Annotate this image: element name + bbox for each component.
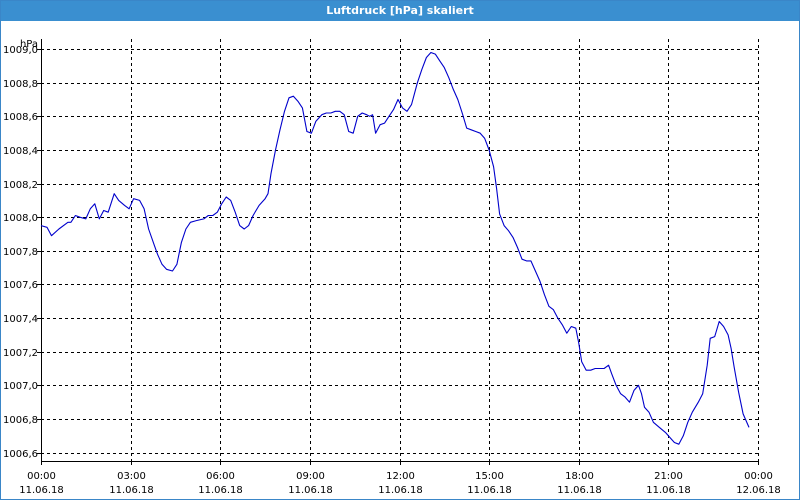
x-tick-time: 06:00 xyxy=(206,471,235,482)
y-tick-label: 1007,8 xyxy=(3,247,38,258)
x-tick-date: 12.06.18 xyxy=(736,485,781,496)
x-tick-time: 15:00 xyxy=(475,471,504,482)
y-tick-label: 1007,4 xyxy=(3,314,38,325)
x-tick-date: 11.06.18 xyxy=(378,485,423,496)
x-tick-time: 12:00 xyxy=(386,471,415,482)
tick-labels: 1006,6 1006,8 1007,0 1007,2 1007,4 1007,6 1007… xyxy=(3,39,781,496)
x-tick-time: 00:00 xyxy=(744,471,773,482)
x-tick-date: 11.06.18 xyxy=(557,485,602,496)
y-tick-label: 1008,6 xyxy=(3,112,38,123)
y-tick-label: 1008,8 xyxy=(3,79,38,90)
y-tick-label: 1007,0 xyxy=(3,381,38,392)
y-tick-label: 1008,0 xyxy=(3,213,38,224)
y-tick-label: 1006,6 xyxy=(3,449,38,460)
window-title: Luftdruck [hPa] skaliert xyxy=(1,1,799,21)
y-tick-label: 1006,8 xyxy=(3,415,38,426)
x-tick-date: 11.06.18 xyxy=(646,485,691,496)
y-axis-label: hPa xyxy=(20,39,38,50)
x-tick-date: 11.06.18 xyxy=(288,485,333,496)
y-tick-label: 1008,2 xyxy=(3,180,38,191)
x-tick-date: 11.06.18 xyxy=(19,485,64,496)
line-chart: 1006,6 1006,8 1007,0 1007,2 1007,4 1007,6 1007… xyxy=(3,39,781,496)
series xyxy=(40,51,750,445)
y-tick-label: 1009,0 xyxy=(3,45,38,56)
x-tick-date: 11.06.18 xyxy=(198,485,243,496)
x-tick-date: 11.06.18 xyxy=(109,485,154,496)
y-tick-label: 1007,2 xyxy=(3,348,38,359)
axes xyxy=(37,39,759,465)
x-tick-time: 21:00 xyxy=(654,471,683,482)
series-line xyxy=(40,51,750,445)
y-tick-label: 1008,4 xyxy=(3,146,38,157)
x-tick-time: 09:00 xyxy=(296,471,325,482)
grid xyxy=(41,39,759,461)
y-tick-label: 1007,6 xyxy=(3,280,38,291)
x-tick-time: 18:00 xyxy=(565,471,594,482)
x-tick-time: 00:00 xyxy=(27,471,56,482)
x-tick-time: 03:00 xyxy=(117,471,146,482)
x-tick-date: 11.06.18 xyxy=(467,485,512,496)
